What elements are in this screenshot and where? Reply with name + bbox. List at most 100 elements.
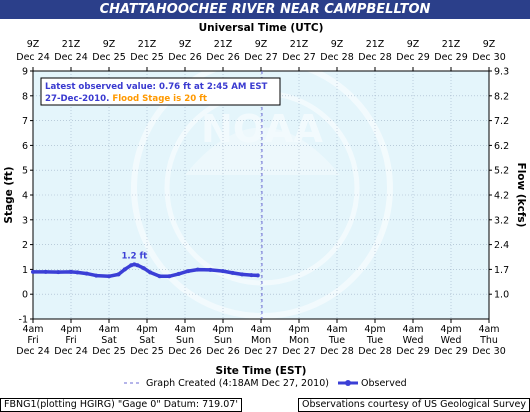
observed-point [132,262,137,267]
x-bottom-tick-label: 4am [98,324,119,335]
y-right-tick-label: 2.4 [494,240,509,251]
observed-point [255,273,260,278]
x-top-tick-label: 9Z [407,39,420,50]
y-right-tick-label: 1.7 [494,265,509,276]
observed-point [221,269,225,274]
y-left-tick-label: -1 [19,315,28,326]
y-left-tick-label: 0 [22,290,28,301]
observed-point [94,273,99,278]
x-bottom-tick-label: 4am [402,324,423,335]
y-right-tick-label: 7.2 [494,116,509,127]
x-bottom-tick-label: 4pm [364,324,385,335]
grid-lines [33,71,489,319]
x-bottom-tick-label: Tue [328,335,345,346]
info-date: 27-Dec-2010. [45,94,109,104]
x-top-tick-label: 21Z [62,39,81,50]
x-top-tick-label: Dec 24 [54,52,88,63]
x-top-tick-label: 21Z [214,39,233,50]
x-bottom-tick-label: Sun [214,335,232,346]
observed-point [116,272,121,277]
y-left-tick-label: 4 [22,191,28,202]
x-bottom-tick-label: 4pm [288,324,309,335]
x-top-tick-label: Dec 28 [320,52,354,63]
observed-point [240,272,244,277]
x-top-tick-label: 21Z [366,39,385,50]
x-bottom-tick-label: Dec 29 [396,346,430,357]
legend-created-label: Graph Created (4:18AM Dec 27, 2010) [146,378,329,389]
x-top-tick-label: Dec 30 [472,52,506,63]
observed-point [31,269,35,274]
left-axis-title: Stage (ft) [3,166,15,223]
x-bottom-tick-label: 4pm [440,324,461,335]
y-right-tick-label: 5.2 [494,166,509,177]
y-right-tick-label: 3.2 [494,215,509,226]
x-top-tick-label: Dec 25 [92,52,126,63]
observed-point [56,270,61,275]
x-top-tick-label: Dec 25 [130,52,164,63]
x-bottom-tick-label: Dec 26 [168,346,202,357]
y-left-tick-label: 6 [22,141,28,152]
x-bottom-tick-label: Wed [441,335,462,346]
x-bottom-tick-label: Dec 27 [244,346,278,357]
x-bottom-tick-label: Dec 30 [472,346,506,357]
x-bottom-tick-label: Dec 27 [282,346,316,357]
observed-point [135,263,140,268]
x-bottom-tick-label: 4pm [212,324,233,335]
y-left-tick-label: 3 [22,215,28,226]
x-top-tick-label: 9Z [103,39,116,50]
x-top-tick-label: Dec 29 [396,52,430,63]
x-bottom-tick-label: Mon [251,335,271,346]
legend-observed-dot [345,380,351,386]
x-bottom-tick-label: Dec 24 [16,346,50,357]
y-left-tick-label: 7 [22,116,28,127]
x-bottom-tick-label: Sat [101,335,117,346]
y-right-tick-label: 4.2 [494,191,509,202]
x-bottom-tick-label: Dec 26 [206,346,240,357]
info-latest-value: Latest observed value: 0.76 ft at 2:45 A… [45,82,268,92]
observed-point [249,273,254,278]
x-top-tick-label: Dec 24 [16,52,50,63]
x-top-tick-label: 9Z [27,39,40,50]
source-credit-footer: Observations courtesy of US Geological S… [297,398,530,412]
legend-observed-label: Observed [361,378,407,389]
chart-title: CHATTAHOOCHEE RIVER NEAR CAMPBELLTON [0,0,530,19]
x-bottom-tick-label: Mon [289,335,309,346]
y-left-tick-label: 1 [22,265,28,276]
observed-point [148,270,153,275]
observed-point [84,271,89,276]
x-bottom-tick-label: Tue [366,335,383,346]
bottom-axis-title: Site Time (EST) [216,365,307,377]
x-bottom-tick-label: Dec 29 [434,346,468,357]
observed-point [230,270,235,275]
x-top-tick-label: Dec 28 [358,52,392,63]
x-top-tick-label: Dec 27 [244,52,278,63]
info-flood-stage: Flood Stage is 20 ft [112,94,207,104]
x-top-tick-label: 21Z [442,39,461,50]
x-top-tick-label: 21Z [290,39,309,50]
peak-label: 1.2 ft [121,251,147,261]
x-bottom-tick-label: 4pm [136,324,157,335]
y-left-tick-label: 5 [22,166,28,177]
right-axis-title: Flow (kcfs) [515,163,527,228]
x-bottom-tick-label: 4am [326,324,347,335]
x-bottom-tick-label: 4am [250,324,271,335]
observed-point [141,266,146,271]
svg-text:Latest observed value: 0.76 ft: Latest observed value: 0.76 ft at 2:45 A… [45,82,268,92]
x-bottom-tick-label: Wed [403,335,424,346]
x-bottom-tick-label: Dec 25 [92,346,126,357]
observed-series [31,262,260,279]
x-bottom-tick-label: 4am [174,324,195,335]
observed-point [208,267,213,272]
top-axis-title: Universal Time (UTC) [199,22,324,34]
x-bottom-tick-label: Thu [479,335,498,346]
svg-text:27-Dec-2010. Flood Stag: 27-Dec-2010. Flood Stage is 20 ft [45,94,207,104]
x-bottom-tick-label: 4pm [60,324,81,335]
observed-point [75,270,80,275]
axes-labels: -1 0 1 2 3 4 5 6 7 8 9 1.0 1.7 2.4 3.2 4.2 5.2 6.2 7.2 8.2 9… [16,39,509,357]
x-bottom-tick-label: Sun [176,335,194,346]
x-top-tick-label: 9Z [483,39,496,50]
y-left-tick-label: 8 [22,91,28,102]
y-left-tick-label: 9 [22,67,28,78]
observed-point [186,269,191,274]
